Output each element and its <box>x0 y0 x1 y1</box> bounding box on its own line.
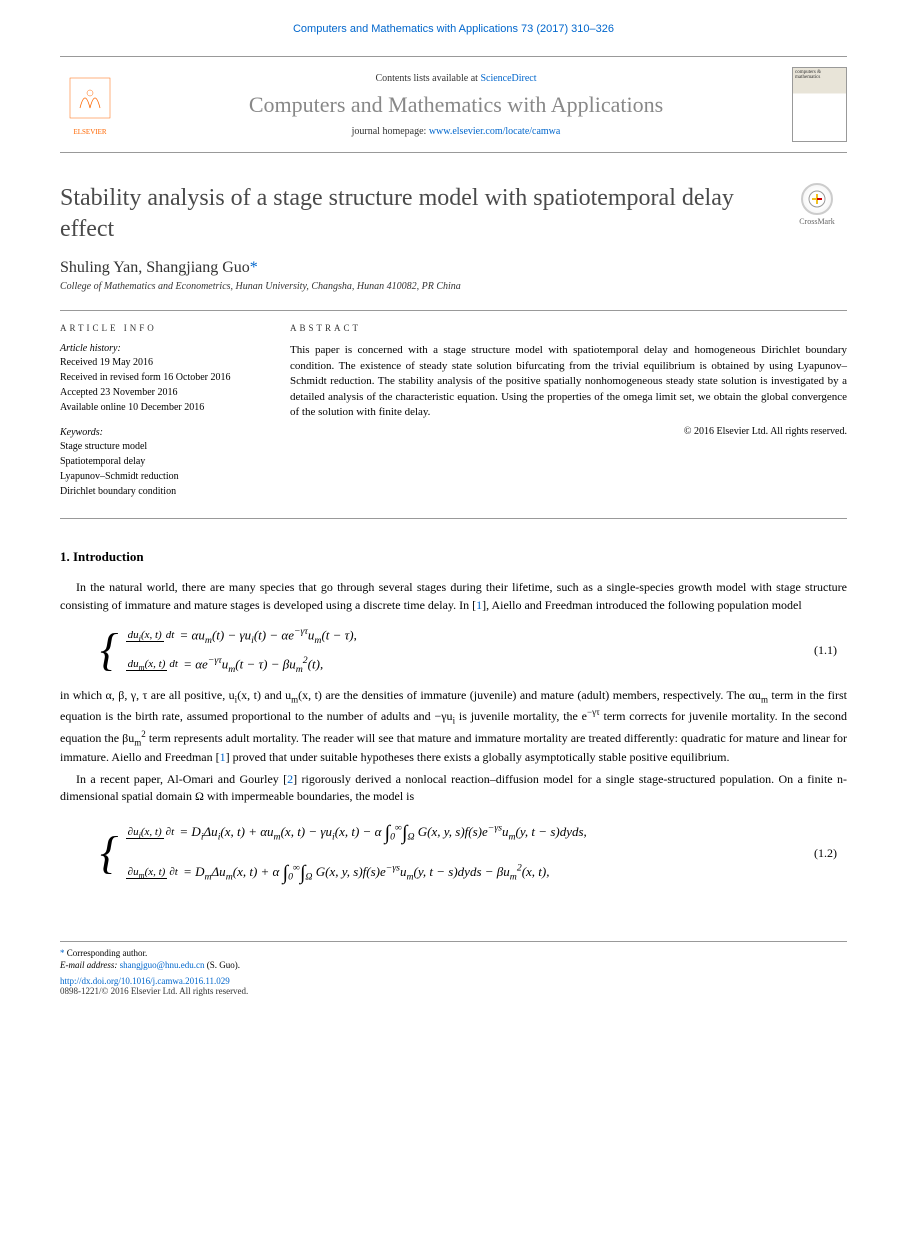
history-label: Article history: <box>60 343 260 354</box>
elsevier-logo: ELSEVIER <box>60 70 120 140</box>
equation-number: (1.1) <box>814 643 847 658</box>
keyword: Lyapunov–Schmidt reduction <box>60 470 260 484</box>
paragraph: in which α, β, γ, τ are all positive, ui… <box>60 687 847 767</box>
article-info-label: ARTICLE INFO <box>60 323 260 333</box>
accepted-date: Accepted 23 November 2016 <box>60 386 260 400</box>
page-header: Computers and Mathematics with Applicati… <box>0 0 907 36</box>
received-date: Received 19 May 2016 <box>60 356 260 370</box>
online-date: Available online 10 December 2016 <box>60 401 260 415</box>
doi-link[interactable]: http://dx.doi.org/10.1016/j.camwa.2016.1… <box>60 976 847 986</box>
crossmark-badge[interactable]: CrossMark <box>787 183 847 226</box>
abstract-copyright: © 2016 Elsevier Ltd. All rights reserved… <box>290 426 847 437</box>
paragraph: In the natural world, there are many spe… <box>60 579 847 614</box>
journal-banner: ELSEVIER Contents lists available at Sci… <box>60 56 847 153</box>
journal-reference: Computers and Mathematics with Applicati… <box>293 23 614 35</box>
equation-1-2: { ∂ui(x, t)∂t = DiΔui(x, t) + αum(x, t) … <box>100 813 847 893</box>
keywords-label: Keywords: <box>60 427 260 438</box>
article-info: ARTICLE INFO Article history: Received 1… <box>60 323 260 500</box>
divider <box>60 518 847 519</box>
affiliation: College of Mathematics and Econometrics,… <box>60 281 847 292</box>
banner-center: Contents lists available at ScienceDirec… <box>132 73 780 137</box>
issn-copyright: 0898-1221/© 2016 Elsevier Ltd. All right… <box>60 986 847 996</box>
corresponding-author-note: * Corresponding author. <box>60 948 847 958</box>
keyword: Stage structure model <box>60 440 260 454</box>
paragraph: In a recent paper, Al-Omari and Gourley … <box>60 771 847 806</box>
homepage-line: journal homepage: www.elsevier.com/locat… <box>132 126 780 137</box>
sciencedirect-link[interactable]: ScienceDirect <box>480 73 536 84</box>
title-row: Stability analysis of a stage structure … <box>60 183 847 245</box>
info-abstract-row: ARTICLE INFO Article history: Received 1… <box>60 323 847 500</box>
authors: Shuling Yan, Shangjiang Guo* <box>60 259 847 277</box>
revised-date: Received in revised form 16 October 2016 <box>60 371 260 385</box>
journal-title: Computers and Mathematics with Applicati… <box>132 92 780 118</box>
divider <box>60 310 847 311</box>
keyword: Spatiotemporal delay <box>60 455 260 469</box>
crossmark-icon <box>801 183 833 215</box>
email-line: E-mail address: shangjguo@hnu.edu.cn (S.… <box>60 960 847 970</box>
abstract-label: ABSTRACT <box>290 323 847 333</box>
corresponding-marker: * <box>250 259 258 276</box>
article-title: Stability analysis of a stage structure … <box>60 183 787 245</box>
equation-number: (1.2) <box>814 846 847 861</box>
section-heading: 1. Introduction <box>60 549 847 565</box>
section-introduction: 1. Introduction In the natural world, th… <box>60 549 847 893</box>
equation-1-1: { dui(x, t)dt = αum(t) − γui(t) − αe−γτu… <box>100 622 847 679</box>
journal-cover-thumbnail: computers & mathematics <box>792 67 847 142</box>
homepage-link[interactable]: www.elsevier.com/locate/camwa <box>429 126 561 137</box>
abstract: ABSTRACT This paper is concerned with a … <box>290 323 847 500</box>
email-link[interactable]: shangjguo@hnu.edu.cn <box>120 960 205 970</box>
contents-available-line: Contents lists available at ScienceDirec… <box>132 73 780 84</box>
footnotes: * Corresponding author. E-mail address: … <box>0 942 907 1016</box>
keyword: Dirichlet boundary condition <box>60 485 260 499</box>
abstract-text: This paper is concerned with a stage str… <box>290 343 847 420</box>
